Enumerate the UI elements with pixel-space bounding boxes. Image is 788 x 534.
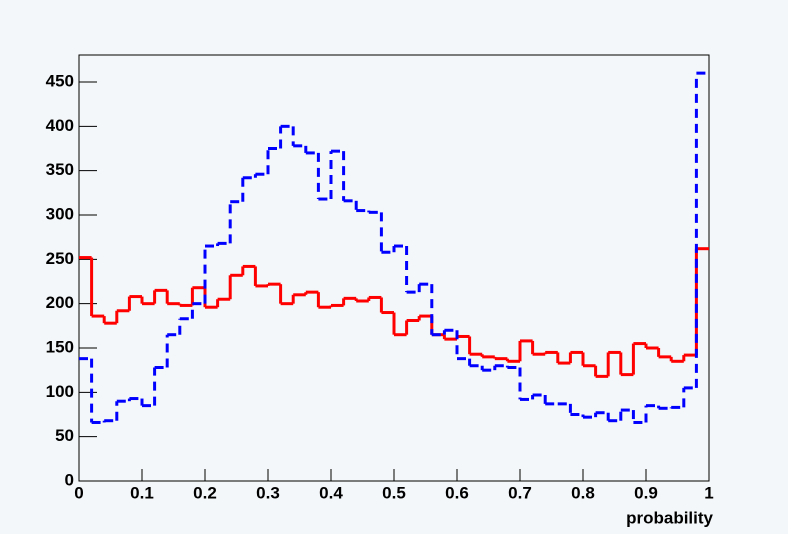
x-tick-label: 0.4 — [319, 483, 343, 502]
y-tick-label: 0 — [65, 470, 74, 489]
y-tick-label: 350 — [46, 160, 74, 179]
y-tick-label: 400 — [46, 116, 74, 135]
x-tick-label: 0.6 — [445, 483, 469, 502]
x-tick-label: 0.3 — [256, 483, 280, 502]
y-tick-label: 200 — [46, 293, 74, 312]
y-tick-label: 450 — [46, 71, 74, 90]
x-tick-label: 0.9 — [634, 483, 658, 502]
y-tick-label: 300 — [46, 204, 74, 223]
y-tick-label: 100 — [46, 382, 74, 401]
x-tick-label: 0.5 — [382, 483, 406, 502]
x-tick-label: 0.2 — [193, 483, 217, 502]
y-tick-label: 50 — [55, 426, 74, 445]
x-axis-label: probability — [626, 508, 713, 527]
y-tick-label: 250 — [46, 249, 74, 268]
x-tick-label: 1 — [704, 483, 713, 502]
y-tick-label: 150 — [46, 337, 74, 356]
x-tick-label: 0.8 — [571, 483, 595, 502]
x-tick-label: 0.7 — [508, 483, 532, 502]
x-tick-label: 0 — [74, 483, 83, 502]
plot-frame — [78, 54, 710, 482]
x-tick-label: 0.1 — [130, 483, 154, 502]
